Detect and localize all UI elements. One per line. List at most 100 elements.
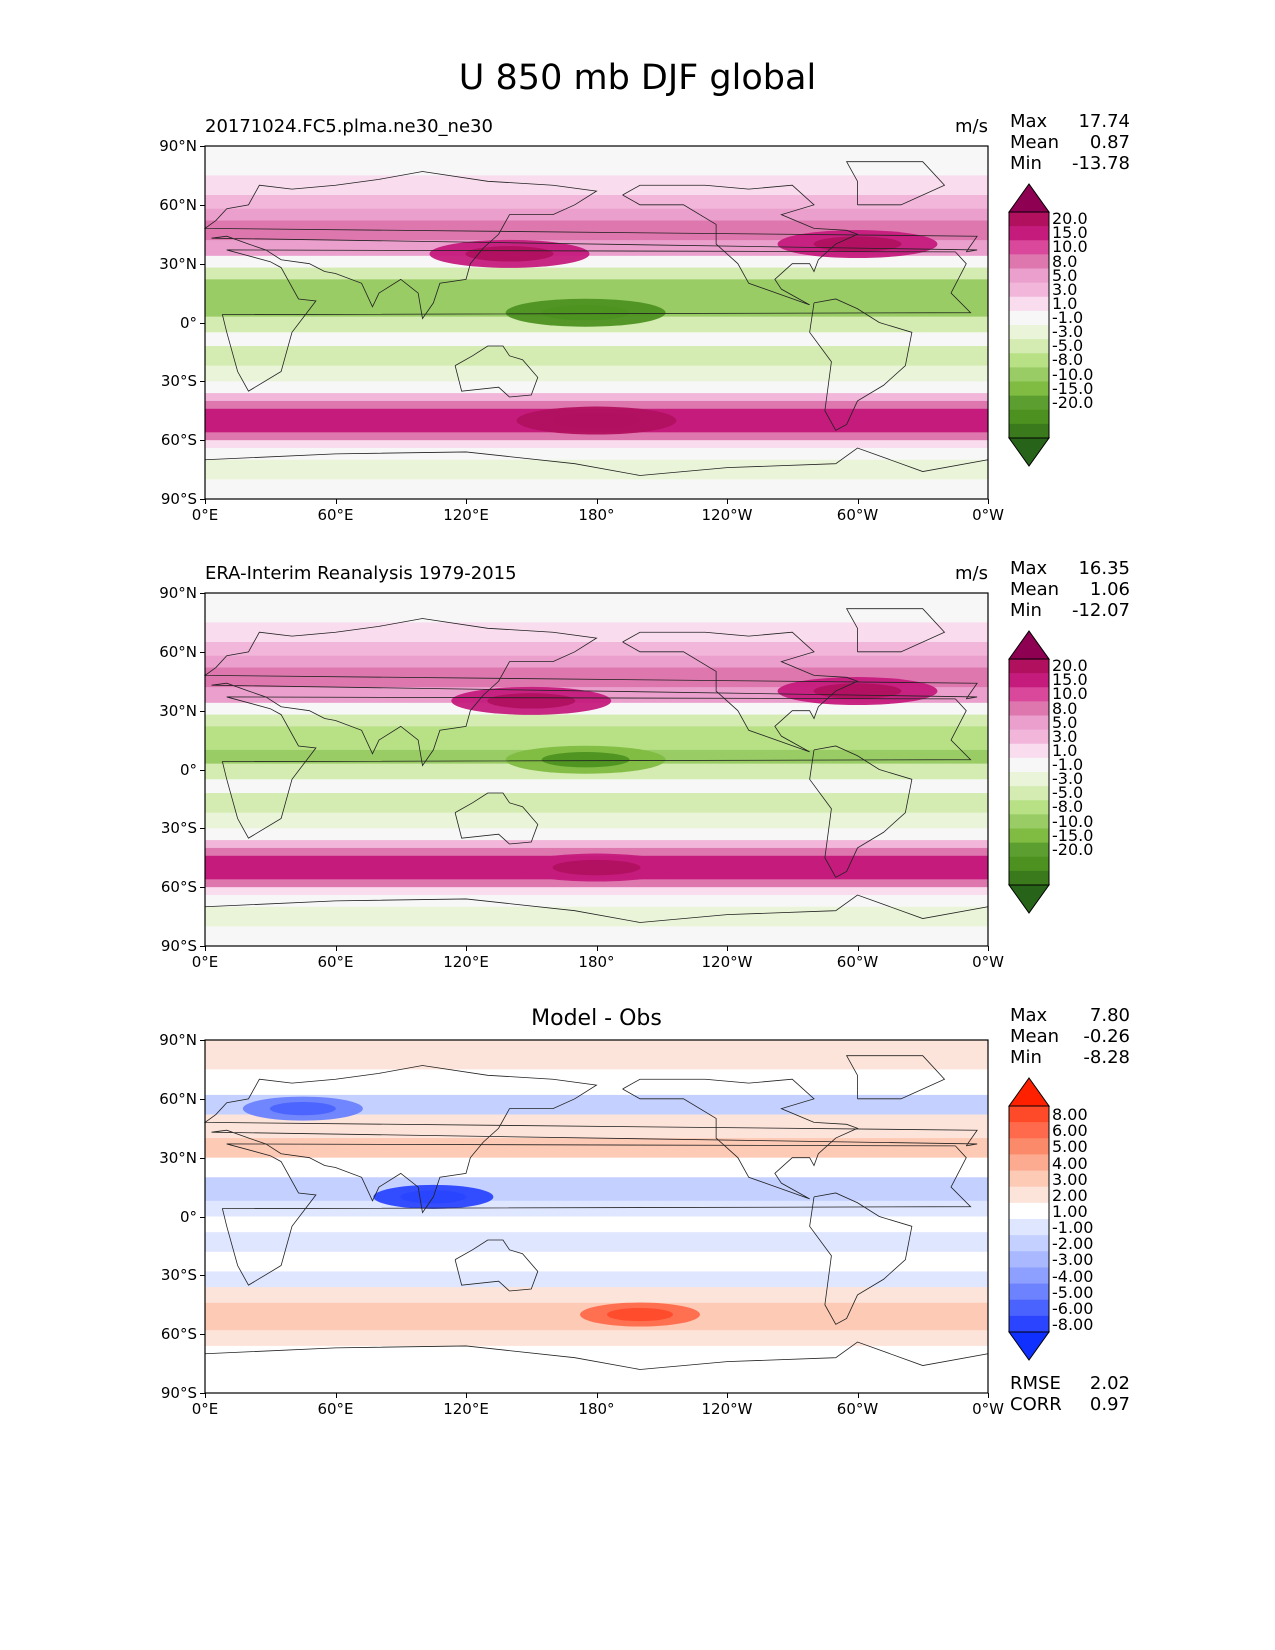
colorbar-segment-diff-11	[1009, 1267, 1049, 1284]
xtick-mark-reference-1	[335, 946, 337, 951]
colorbar-segment-reference-15	[1009, 856, 1049, 872]
colorbar-label-diff-13: -8.00	[1052, 1315, 1094, 1334]
colorbar-segment-reference-11	[1009, 800, 1049, 815]
xtick-label-reference-1: 60°E	[317, 953, 354, 971]
xtick-mark-diff-5	[857, 1393, 859, 1398]
field-feature-core-reference-3	[541, 751, 630, 768]
colorbar-segment-test-4	[1009, 254, 1049, 269]
colorbar-label-reference-6: 1.0	[1052, 740, 1078, 760]
colorbar-segment-test-12	[1009, 367, 1049, 382]
field-band-diff-9	[205, 1232, 988, 1253]
colorbar-top-arrow-reference	[1008, 630, 1050, 660]
colorbar-label-test-6: 1.0	[1052, 293, 1078, 313]
xtick-mark-diff-4	[727, 1393, 728, 1398]
colorbar-top-arrow-diff	[1008, 1077, 1050, 1107]
colorbar-label-test-1: 15.0	[1052, 223, 1088, 243]
colorbar-bottom-arrow-test	[1008, 437, 1050, 467]
colorbar-segment-test-10	[1009, 339, 1049, 354]
ytick-mark-test-6	[200, 499, 205, 500]
field-band-test-12	[205, 346, 988, 367]
stat-label-mean-test: Mean	[1010, 132, 1060, 153]
colorbar-segment-test-14	[1009, 395, 1049, 411]
field-band-reference-12	[205, 793, 988, 814]
xtick-mark-test-0	[205, 499, 206, 504]
xtick-mark-diff-6	[988, 1393, 989, 1398]
colorbar-frame-reference	[1008, 658, 1050, 886]
colorbar-label-diff-4: 3.00	[1052, 1169, 1088, 1189]
colorbar-top-arrow-test	[1008, 183, 1050, 213]
stat-value-corr-diff: 0.97	[1089, 1394, 1130, 1415]
colorbar-segment-reference-2	[1009, 673, 1049, 688]
colorbar-segment-test-15	[1009, 409, 1049, 425]
xtick-mark-test-5	[857, 499, 859, 504]
xtick-label-test-4: 120°W	[701, 506, 753, 524]
field-band-test-1	[205, 175, 988, 196]
colorbar-segment-diff-7	[1009, 1202, 1049, 1220]
field-band-diff-14	[205, 1330, 988, 1347]
colorbar-label-reference-0: 20.0	[1052, 656, 1088, 676]
stat-value-mean-test: 0.87	[1089, 132, 1130, 153]
field-band-test-7	[205, 267, 988, 280]
xtick-mark-reference-6	[988, 946, 989, 951]
ytick-mark-diff-6	[200, 1393, 205, 1394]
xtick-mark-diff-0	[205, 1393, 206, 1398]
colorbar-segment-test-16	[1009, 423, 1049, 439]
field-band-diff-8	[205, 1216, 988, 1233]
colorbar-label-reference-5: 3.0	[1052, 726, 1078, 746]
stat-value-min-test: -13.78	[1071, 153, 1130, 174]
field-feature-core-diff-0	[607, 1307, 673, 1322]
colorbar-segment-test-1	[1009, 212, 1049, 227]
xtick-mark-reference-0	[205, 946, 206, 951]
ytick-mark-diff-2	[200, 1157, 205, 1159]
field-band-diff-5	[205, 1157, 988, 1178]
field-band-test-22	[205, 479, 988, 500]
colorbar-label-test-11: -10.0	[1052, 364, 1094, 384]
field-band-test-11	[205, 332, 988, 347]
ytick-label-diff-2: 30°N	[159, 1148, 197, 1167]
ytick-label-test-1: 60°N	[159, 195, 197, 214]
colorbar-label-test-0: 20.0	[1052, 209, 1088, 229]
colorbar-segment-reference-13	[1009, 828, 1049, 844]
ytick-mark-diff-0	[200, 1040, 205, 1041]
xtick-label-diff-3: 180°	[578, 1400, 615, 1418]
coastline-test-0	[221, 249, 972, 392]
xtick-label-reference-4: 120°W	[701, 953, 753, 971]
ytick-label-test-6: 90°S	[160, 490, 197, 508]
colorbar-label-diff-1: 6.00	[1052, 1121, 1088, 1141]
colorbar-label-test-12: -15.0	[1052, 378, 1094, 398]
colorbar-label-test-4: 5.0	[1052, 265, 1078, 285]
colorbar-reference	[1008, 630, 1050, 914]
colorbar-bottom-arrow-diff	[1008, 1331, 1050, 1361]
field-band-reference-18	[205, 879, 988, 888]
field-feature-core-reference-0	[552, 859, 641, 876]
coastline-diff-0	[221, 1143, 972, 1286]
stat-label-mean-reference: Mean	[1010, 579, 1060, 600]
ytick-mark-diff-5	[200, 1334, 205, 1336]
xtick-label-diff-4: 120°W	[701, 1400, 753, 1418]
field-band-test-4	[205, 220, 988, 241]
field-feature-core-test-1	[465, 246, 554, 262]
colorbar-segment-test-7	[1009, 296, 1049, 312]
ytick-mark-test-1	[200, 204, 205, 206]
ytick-mark-reference-2	[200, 710, 205, 712]
colorbar-segment-test-13	[1009, 381, 1049, 397]
ytick-label-diff-0: 90°N	[159, 1031, 197, 1049]
colorbar-label-diff-3: 4.00	[1052, 1153, 1088, 1173]
ytick-mark-diff-3	[200, 1216, 205, 1218]
colorbar-label-reference-11: -10.0	[1052, 811, 1094, 831]
ytick-label-reference-3: 0°	[179, 760, 197, 779]
colorbar-segment-test-2	[1009, 226, 1049, 241]
xtick-label-test-0: 0°E	[191, 506, 219, 524]
ytick-label-reference-2: 30°N	[159, 701, 197, 720]
colorbar-segment-diff-6	[1009, 1186, 1049, 1204]
colorbar-frame-diff	[1008, 1105, 1050, 1333]
ytick-label-test-3: 0°	[179, 313, 197, 332]
ytick-mark-reference-5	[200, 887, 205, 889]
stat-value-min-reference: -12.07	[1071, 600, 1130, 621]
colorbar-label-reference-3: 8.0	[1052, 698, 1078, 718]
xtick-mark-reference-5	[857, 946, 859, 951]
xtick-mark-test-1	[335, 499, 337, 504]
stat-label-max-reference: Max	[1010, 558, 1048, 579]
field-band-reference-22	[205, 926, 988, 947]
field-band-reference-7	[205, 714, 988, 727]
